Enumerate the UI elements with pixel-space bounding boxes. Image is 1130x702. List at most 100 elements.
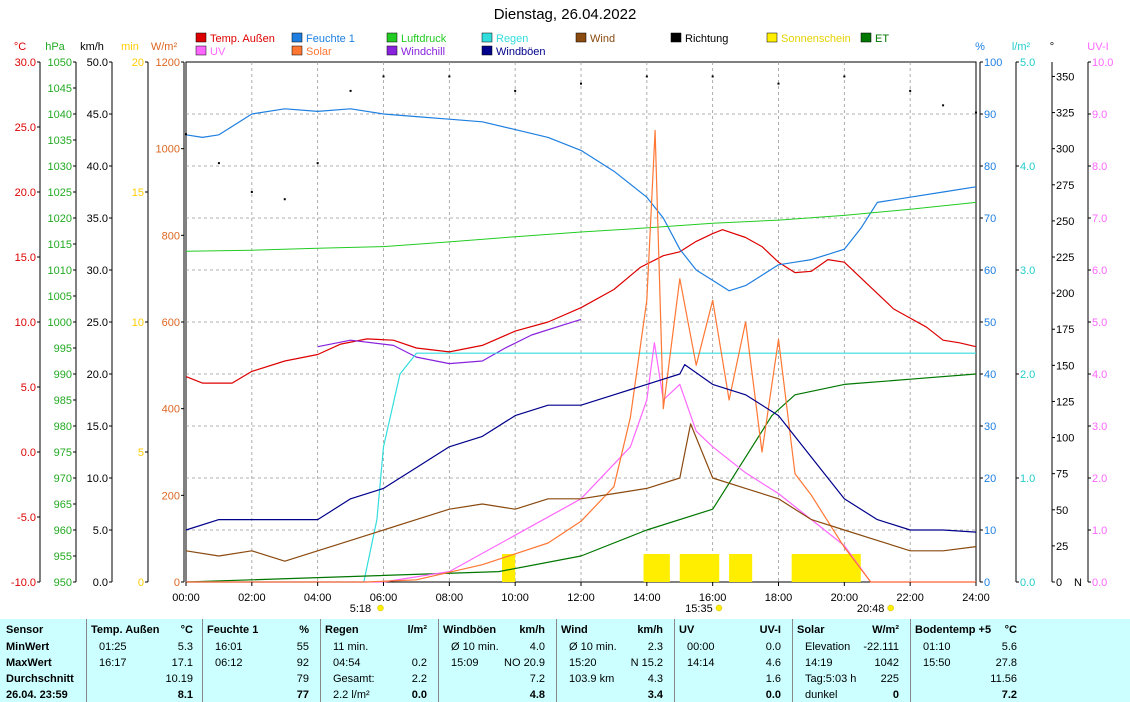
- tick-label: 2.0: [1092, 473, 1107, 485]
- tick-label: 20: [984, 473, 996, 485]
- tick-label: 50: [1056, 505, 1068, 517]
- table-column-bodentemp-5: Bodentemp +5 °C 01:10 5.6 15:50 27.8 11.56 7.2: [910, 619, 1025, 702]
- tick-label: 0: [138, 577, 144, 589]
- table-header: Solar: [797, 624, 825, 636]
- legend-swatch: [481, 45, 493, 56]
- tick-label: 1015: [48, 239, 72, 251]
- tick-label: 0.0: [93, 577, 108, 589]
- legend-swatch: [386, 32, 398, 43]
- axis-unit: hPa: [45, 41, 65, 53]
- direction-point: [514, 89, 517, 92]
- left-axis-hpa: hPa 1050 1045 1040 1035 1030 1025 1020 1015 1010 1…: [45, 41, 77, 589]
- legend-swatch: [670, 32, 682, 43]
- series-uv: [186, 342, 976, 583]
- legend-label: Solar: [306, 46, 332, 58]
- legend-swatch: [860, 32, 872, 43]
- tick-label: 10.0: [1092, 57, 1113, 69]
- event-label: 20:48: [857, 603, 885, 615]
- table-unit: °C: [1004, 624, 1017, 636]
- legend-item-windb-en: Windböen: [481, 45, 546, 58]
- tick-label: 0.0: [21, 447, 36, 459]
- table-cell-value: 4.8: [529, 689, 545, 701]
- table-column-feuchte-1: Feuchte 1% 16:01 55 06:12 92 79 77: [202, 619, 317, 702]
- sunshine-bar: [643, 554, 670, 582]
- tick-label: 980: [54, 421, 72, 433]
- tick-label: 985: [54, 395, 72, 407]
- sunshine-bar: [791, 554, 861, 582]
- table-unit: W/m²: [872, 624, 899, 636]
- table-cell-value: 4.0: [529, 641, 545, 653]
- sunshine-bar: [729, 554, 753, 582]
- tick-label: 125: [1056, 396, 1074, 408]
- x-tick-label: 12:00: [567, 592, 595, 604]
- table-cell-label: MinWert: [6, 641, 50, 653]
- tick-label: 10: [132, 317, 144, 329]
- tick-label: 45.0: [87, 109, 108, 121]
- tick-label: 1000: [48, 317, 72, 329]
- tick-label: 80: [984, 161, 996, 173]
- x-tick-label: 20:00: [831, 592, 859, 604]
- tick-label: 970: [54, 473, 72, 485]
- table-cell-label: MaxWert: [6, 657, 52, 669]
- table-cell-value: 225: [880, 673, 899, 685]
- tick-label: 1040: [48, 109, 72, 121]
- table-unit: °C: [180, 624, 193, 636]
- tick-label: 30: [984, 421, 996, 433]
- legend-item-luftdruck: Luftdruck: [386, 32, 447, 45]
- x-tick-label: 06:00: [370, 592, 398, 604]
- table-cell-label: 04:54: [333, 657, 361, 669]
- table-cell-value: 92: [296, 657, 309, 669]
- table-cell-value: 5.3: [177, 641, 193, 653]
- table-header: Windböen: [443, 624, 497, 636]
- legend-swatch: [766, 32, 778, 43]
- table-cell-value: 3.4: [647, 689, 663, 701]
- legend-swatch: [291, 45, 303, 56]
- table-cell-label: 16:01: [215, 641, 243, 653]
- legend-label: Wind: [590, 33, 615, 45]
- tick-label: 8.0: [1092, 161, 1107, 173]
- x-tick-label: 16:00: [699, 592, 727, 604]
- direction-point: [942, 104, 945, 107]
- table-cell-label: Gesamt:: [333, 673, 375, 685]
- tick-label: 1030: [48, 161, 72, 173]
- legend-label: Richtung: [685, 33, 728, 45]
- tick-label: 1005: [48, 291, 72, 303]
- tick-label: 25.0: [15, 122, 36, 134]
- tick-label: 20.0: [87, 369, 108, 381]
- table-cell-value: 0.2: [411, 657, 427, 669]
- legend: Temp. Außen Feuchte 1 Luftdruck Regen Wind Ri…: [195, 32, 889, 58]
- right-axis-: °350325300275250225200175150125100755025…: [1050, 41, 1082, 589]
- table-column-wind: Wind km/h Ø 10 min. 2.3 15:20 N 15.2 103.9 km 4…: [556, 619, 671, 702]
- table-cell-value: 7.2: [529, 673, 545, 685]
- direction-point: [645, 75, 648, 78]
- table-cell-value: 17.1: [171, 657, 193, 669]
- tick-label: 950: [54, 577, 72, 589]
- tick-label: 1025: [48, 187, 72, 199]
- tick-label: 200: [1056, 288, 1074, 300]
- table-header: Regen: [325, 624, 359, 636]
- direction-point: [843, 75, 846, 78]
- x-tick-label: 08:00: [436, 592, 464, 604]
- left-axis-min: min 20 15 10 5 0: [121, 41, 149, 589]
- left-axis-w-m: W/m² 1200 1000 800 600 400 200 0: [151, 41, 185, 589]
- table-cell-label: Tag:5:03 h: [805, 673, 857, 685]
- tick-label: 5: [138, 447, 144, 459]
- table-cell-value: 77: [296, 689, 309, 701]
- tick-label: 975: [54, 447, 72, 459]
- tick-label: -10.0: [11, 577, 36, 589]
- tick-label: 1045: [48, 83, 72, 95]
- table-unit: %: [299, 624, 309, 636]
- tick-label: 1200: [156, 57, 180, 69]
- axis-unit: UV-I: [1087, 41, 1108, 53]
- table-unit: km/h: [637, 624, 663, 636]
- table-cell-value: NO 20.9: [504, 657, 545, 669]
- table-cell-value: 0.0: [765, 641, 781, 653]
- series-feuchte-1: [185, 108, 977, 292]
- table-cell-label: 103.9 km: [569, 673, 615, 685]
- tick-label: 0: [1056, 577, 1062, 589]
- legend-swatch: [195, 45, 207, 56]
- axis-unit: °C: [14, 41, 26, 53]
- tick-label: 100: [984, 57, 1002, 69]
- series-windchill: [317, 318, 582, 365]
- sun-icon: [715, 604, 723, 612]
